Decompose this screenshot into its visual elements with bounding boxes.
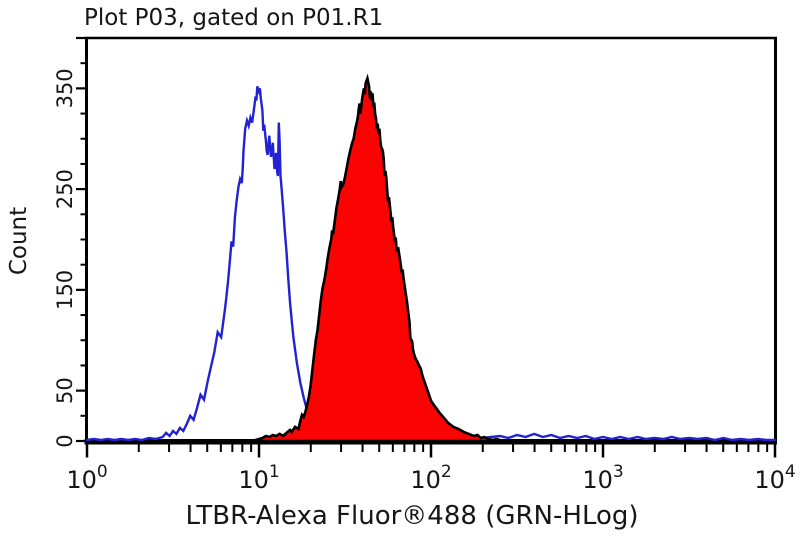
- x-tick-label: 101: [238, 462, 279, 494]
- y-tick-label: 150: [53, 270, 77, 310]
- blue-open-histogram-curve: [85, 86, 777, 442]
- plot-title: Plot P03, gated on P01.R1: [84, 5, 384, 31]
- y-axis-title: Count: [6, 206, 32, 276]
- y-tick-label: 0: [53, 434, 77, 447]
- y-tick-label: 50: [53, 377, 77, 404]
- x-tick-label: 102: [410, 462, 451, 494]
- x-tick-label: 103: [582, 462, 623, 494]
- x-axis-title: LTBR-Alexa Fluor®488 (GRN-HLog): [185, 501, 639, 531]
- red-filled-histogram-curve: [254, 73, 502, 443]
- x-tick-label: 104: [754, 462, 795, 494]
- y-tick-label: 350: [53, 68, 77, 108]
- x-tick-label: 100: [66, 462, 107, 494]
- y-tick-label: 250: [53, 169, 77, 209]
